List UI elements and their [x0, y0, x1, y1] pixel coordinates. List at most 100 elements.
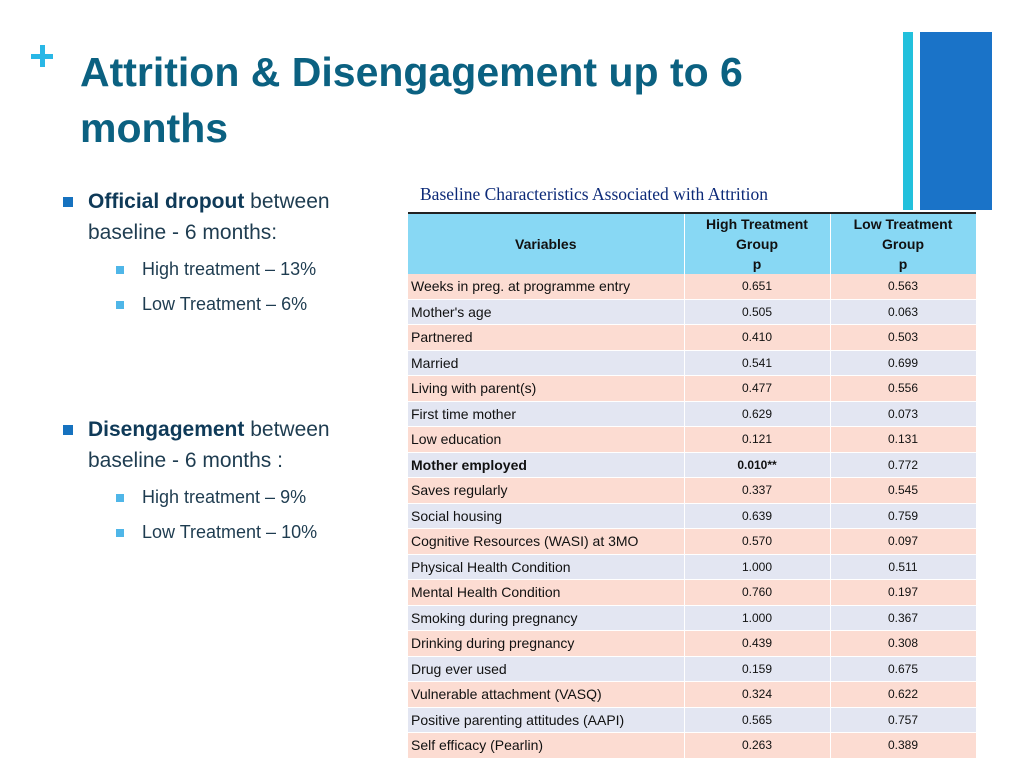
attrition-table: Variables High Treatment Group p Low Tre… — [408, 212, 977, 759]
bullet-disengagement: Disengagement between baseline - 6 month… — [60, 414, 390, 544]
cell-high-p: 0.263 — [684, 732, 831, 759]
cell-high-p: 0.570 — [684, 528, 831, 555]
table-header-row: Variables High Treatment Group p Low Tre… — [408, 214, 977, 274]
cell-high-p: 0.324 — [684, 681, 831, 708]
accent-bar-thin — [903, 32, 913, 210]
cell-variable: Self efficacy (Pearlin) — [408, 732, 685, 759]
cell-high-p: 0.541 — [684, 350, 831, 376]
cell-low-p: 0.063 — [830, 299, 977, 325]
table-row: Weeks in preg. at programme entry 0.651 0.… — [408, 274, 977, 300]
cell-low-p: 0.772 — [830, 452, 977, 478]
cell-high-p: 0.760 — [684, 579, 831, 606]
table-row: Low education 0.121 0.131 — [408, 426, 977, 453]
table-row: Vulnerable attachment (VASQ) 0.324 0.622 — [408, 681, 977, 708]
cell-variable: Vulnerable attachment (VASQ) — [408, 681, 685, 708]
cell-high-p: 0.121 — [684, 426, 831, 453]
cell-variable: Living with parent(s) — [408, 375, 685, 402]
sub-bullet-list: High treatment – 9% Low Treatment – 10% — [88, 486, 390, 544]
table-row: Mother employed 0.010** 0.772 — [408, 452, 977, 478]
cell-variable: Social housing — [408, 503, 685, 529]
sub-bullet-text: High treatment – 13% — [142, 259, 317, 279]
cell-low-p: 0.556 — [830, 375, 977, 402]
header-variables: Variables — [408, 214, 685, 274]
square-bullet-icon — [116, 301, 124, 309]
cell-low-p: 0.759 — [830, 503, 977, 529]
table-row: Married 0.541 0.699 — [408, 350, 977, 376]
cell-high-p: 0.010** — [684, 452, 831, 478]
cell-variable: Drug ever used — [408, 656, 685, 682]
sub-bullet: High treatment – 13% — [116, 258, 390, 281]
cell-high-p: 0.410 — [684, 324, 831, 351]
plus-icon — [28, 42, 58, 72]
cell-low-p: 0.367 — [830, 605, 977, 631]
cell-low-p: 0.675 — [830, 656, 977, 682]
table-row: Smoking during pregnancy 1.000 0.367 — [408, 605, 977, 631]
bullet-body: between baseline - 6 months : — [88, 418, 330, 472]
table-row: First time mother 0.629 0.073 — [408, 401, 977, 427]
square-bullet-icon — [116, 266, 124, 274]
cell-variable: Physical Health Condition — [408, 554, 685, 580]
cell-low-p: 0.545 — [830, 477, 977, 504]
table-row: Social housing 0.639 0.759 — [408, 503, 977, 529]
cell-low-p: 0.073 — [830, 401, 977, 427]
cell-low-p: 0.511 — [830, 554, 977, 580]
square-bullet-icon — [63, 425, 73, 435]
cell-variable: Smoking during pregnancy — [408, 605, 685, 631]
cell-variable: Drinking during pregnancy — [408, 630, 685, 657]
sub-bullet-text: Low Treatment – 10% — [142, 522, 318, 542]
sub-bullet: Low Treatment – 6% — [116, 293, 390, 316]
cell-variable: Saves regularly — [408, 477, 685, 504]
sub-bullet: Low Treatment – 10% — [116, 521, 390, 544]
table-row: Cognitive Resources (WASI) at 3MO 0.570 0.… — [408, 528, 977, 555]
header-high-treatment: High Treatment Group p — [684, 214, 831, 274]
cell-low-p: 0.131 — [830, 426, 977, 453]
bullet-heading: Official dropout — [88, 190, 245, 213]
accent-bar-thick — [920, 32, 992, 210]
table-row: Drinking during pregnancy 0.439 0.308 — [408, 630, 977, 657]
cell-low-p: 0.097 — [830, 528, 977, 555]
table-title: Baseline Characteristics Associated with… — [420, 184, 768, 204]
bullet-list: Official dropout between baseline - 6 mo… — [60, 186, 390, 556]
slide-title: Attrition & Disengagement up to 6 months — [80, 49, 743, 151]
square-bullet-icon — [63, 197, 73, 207]
header-low-treatment: Low Treatment Group p — [830, 214, 977, 274]
cell-variable: Cognitive Resources (WASI) at 3MO — [408, 528, 685, 555]
sub-bullet-text: Low Treatment – 6% — [142, 294, 308, 314]
cell-variable: Weeks in preg. at programme entry — [408, 274, 685, 300]
table-row: Mental Health Condition 0.760 0.197 — [408, 579, 977, 606]
table-row: Partnered 0.410 0.503 — [408, 324, 977, 351]
sub-bullet: High treatment – 9% — [116, 486, 390, 509]
cell-low-p: 0.699 — [830, 350, 977, 376]
cell-high-p: 1.000 — [684, 605, 831, 631]
cell-variable: Mental Health Condition — [408, 579, 685, 606]
table-row: Saves regularly 0.337 0.545 — [408, 477, 977, 504]
cell-high-p: 0.477 — [684, 375, 831, 402]
sub-bullet-list: High treatment – 13% Low Treatment – 6% — [88, 258, 390, 316]
cell-high-p: 0.439 — [684, 630, 831, 657]
cell-low-p: 0.308 — [830, 630, 977, 657]
table-row: Living with parent(s) 0.477 0.556 — [408, 375, 977, 402]
cell-variable: Married — [408, 350, 685, 376]
square-bullet-icon — [116, 529, 124, 537]
cell-variable: Positive parenting attitudes (AAPI) — [408, 707, 685, 733]
bullet-body: between baseline - 6 months: — [88, 190, 330, 244]
cell-high-p: 1.000 — [684, 554, 831, 580]
cell-high-p: 0.159 — [684, 656, 831, 682]
bullet-official-dropout: Official dropout between baseline - 6 mo… — [60, 186, 390, 316]
table-body: Weeks in preg. at programme entry 0.651 0.… — [408, 274, 977, 759]
cell-variable: Mother employed — [408, 452, 685, 478]
cell-high-p: 0.629 — [684, 401, 831, 427]
cell-low-p: 0.757 — [830, 707, 977, 733]
cell-variable: Low education — [408, 426, 685, 453]
cell-low-p: 0.563 — [830, 274, 977, 300]
square-bullet-icon — [116, 494, 124, 502]
sub-bullet-text: High treatment – 9% — [142, 487, 307, 507]
table-row: Mother's age 0.505 0.063 — [408, 299, 977, 325]
table-row: Drug ever used 0.159 0.675 — [408, 656, 977, 682]
cell-high-p: 0.651 — [684, 274, 831, 300]
cell-variable: First time mother — [408, 401, 685, 427]
cell-high-p: 0.565 — [684, 707, 831, 733]
cell-high-p: 0.505 — [684, 299, 831, 325]
cell-high-p: 0.639 — [684, 503, 831, 529]
cell-low-p: 0.622 — [830, 681, 977, 708]
